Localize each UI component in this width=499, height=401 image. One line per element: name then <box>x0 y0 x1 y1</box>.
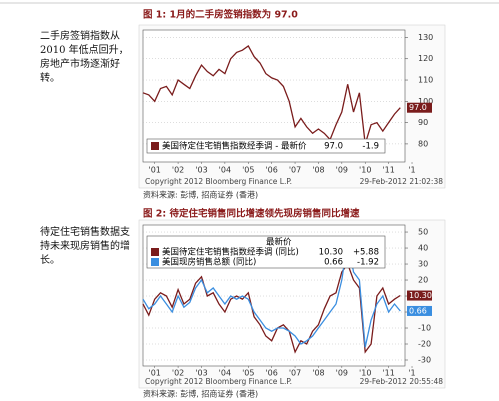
x-tick-label: '04 <box>219 369 231 378</box>
value-tag <box>407 102 432 113</box>
value-tag-label: 10.30 <box>409 291 432 300</box>
y-tick-label: 20 <box>418 276 428 285</box>
line-series <box>142 262 401 354</box>
y-tick-label: 40 <box>418 244 428 253</box>
note: 二手房签销指数从 2010 年低点回升，房地产市场逐渐好转。 <box>40 31 129 84</box>
legend-label: 美国现房销售总额 (同比) <box>162 257 256 268</box>
x-tick-label: '03 <box>195 166 207 175</box>
x-tick-label: '08 <box>312 166 324 175</box>
y-tick-label: 110 <box>418 76 433 85</box>
x-tick-label: '10 <box>359 369 371 378</box>
value-tag <box>407 290 432 301</box>
x-tick-label: '07 <box>289 166 301 175</box>
x-tick-label: '11 <box>382 369 394 378</box>
legend-latest: 10.30 <box>319 248 343 258</box>
value-tag <box>407 305 432 316</box>
legend-label: 美国待定住宅销售指数经季调 (同比) <box>162 247 299 258</box>
source: 资料来源: 彭博, 招商证券 (香港) <box>143 190 258 200</box>
y-tick-label: 90 <box>418 118 428 127</box>
legend-box <box>146 235 386 269</box>
y-tick-label: -20 <box>418 340 431 349</box>
legend-swatch <box>151 258 159 266</box>
x-tick-label: '10 <box>359 166 371 175</box>
source: 资料来源: 彭博, 招商证券 (香港) <box>143 389 258 399</box>
y-tick-label: -10 <box>418 324 431 333</box>
figure-title: 图 2: 待定住宅销售同比增速领先现房销售同比增速 <box>143 208 360 220</box>
x-tick-label: '09 <box>336 369 348 378</box>
value-tag-label: 0.66 <box>409 306 427 315</box>
x-tick-label: '05 <box>242 369 254 378</box>
y-tick-label: 50 <box>418 228 428 237</box>
x-tick-label: '1 <box>408 166 415 175</box>
legend-latest: 0.66 <box>324 258 343 268</box>
x-tick-label: '09 <box>336 166 348 175</box>
line-series <box>142 239 401 348</box>
x-tick-label: '11 <box>382 166 394 175</box>
figure-title: 图 1: 1月的二手房签销指数为 97.0 <box>143 9 298 21</box>
y-tick-label: 80 <box>418 139 428 148</box>
y-tick-label: 30 <box>418 260 428 269</box>
legend-latest: 97.0 <box>324 142 343 152</box>
legend-swatch <box>151 248 159 256</box>
x-tick-label: '01 <box>149 369 161 378</box>
line-series <box>142 45 401 145</box>
x-tick-label: '06 <box>265 166 277 175</box>
x-tick-label: '08 <box>312 369 324 378</box>
note: 待定住宅销售数据支持未来现房销售的增长。 <box>40 227 130 266</box>
x-tick-label: '02 <box>172 166 184 175</box>
copyright: Copyright 2012 Bloomberg Finance L.P. <box>145 177 292 186</box>
legend-label: 美国待定住宅销售指数经季调 - 最新价 <box>162 141 307 152</box>
x-tick-label: '07 <box>289 369 301 378</box>
x-tick-label: '04 <box>219 166 231 175</box>
copyright: Copyright 2012 Bloomberg Finance L.P. <box>145 377 292 386</box>
x-tick-label: '1 <box>408 369 415 378</box>
legend-swatch <box>151 142 159 150</box>
timestamp: 29-Feb-2012 20:55:48 <box>360 377 444 386</box>
legend-change: -1.92 <box>357 258 379 268</box>
legend-box <box>146 138 386 154</box>
x-tick-label: '05 <box>242 166 254 175</box>
x-tick-label: '01 <box>149 166 161 175</box>
value-tag-label: 97.0 <box>409 103 427 112</box>
legend-change: +5.88 <box>353 248 379 258</box>
x-tick-label: '02 <box>172 369 184 378</box>
y-tick-label: 100 <box>418 97 433 106</box>
y-tick-label: -30 <box>418 356 431 365</box>
legend-title: 最新价 <box>266 237 292 248</box>
y-tick-label: 120 <box>418 54 433 63</box>
timestamp: 29-Feb-2012 21:02:38 <box>360 177 444 186</box>
y-tick-label: 130 <box>418 33 433 42</box>
x-tick-label: '03 <box>195 369 207 378</box>
x-tick-label: '06 <box>265 369 277 378</box>
legend-change: -1.9 <box>362 142 379 152</box>
